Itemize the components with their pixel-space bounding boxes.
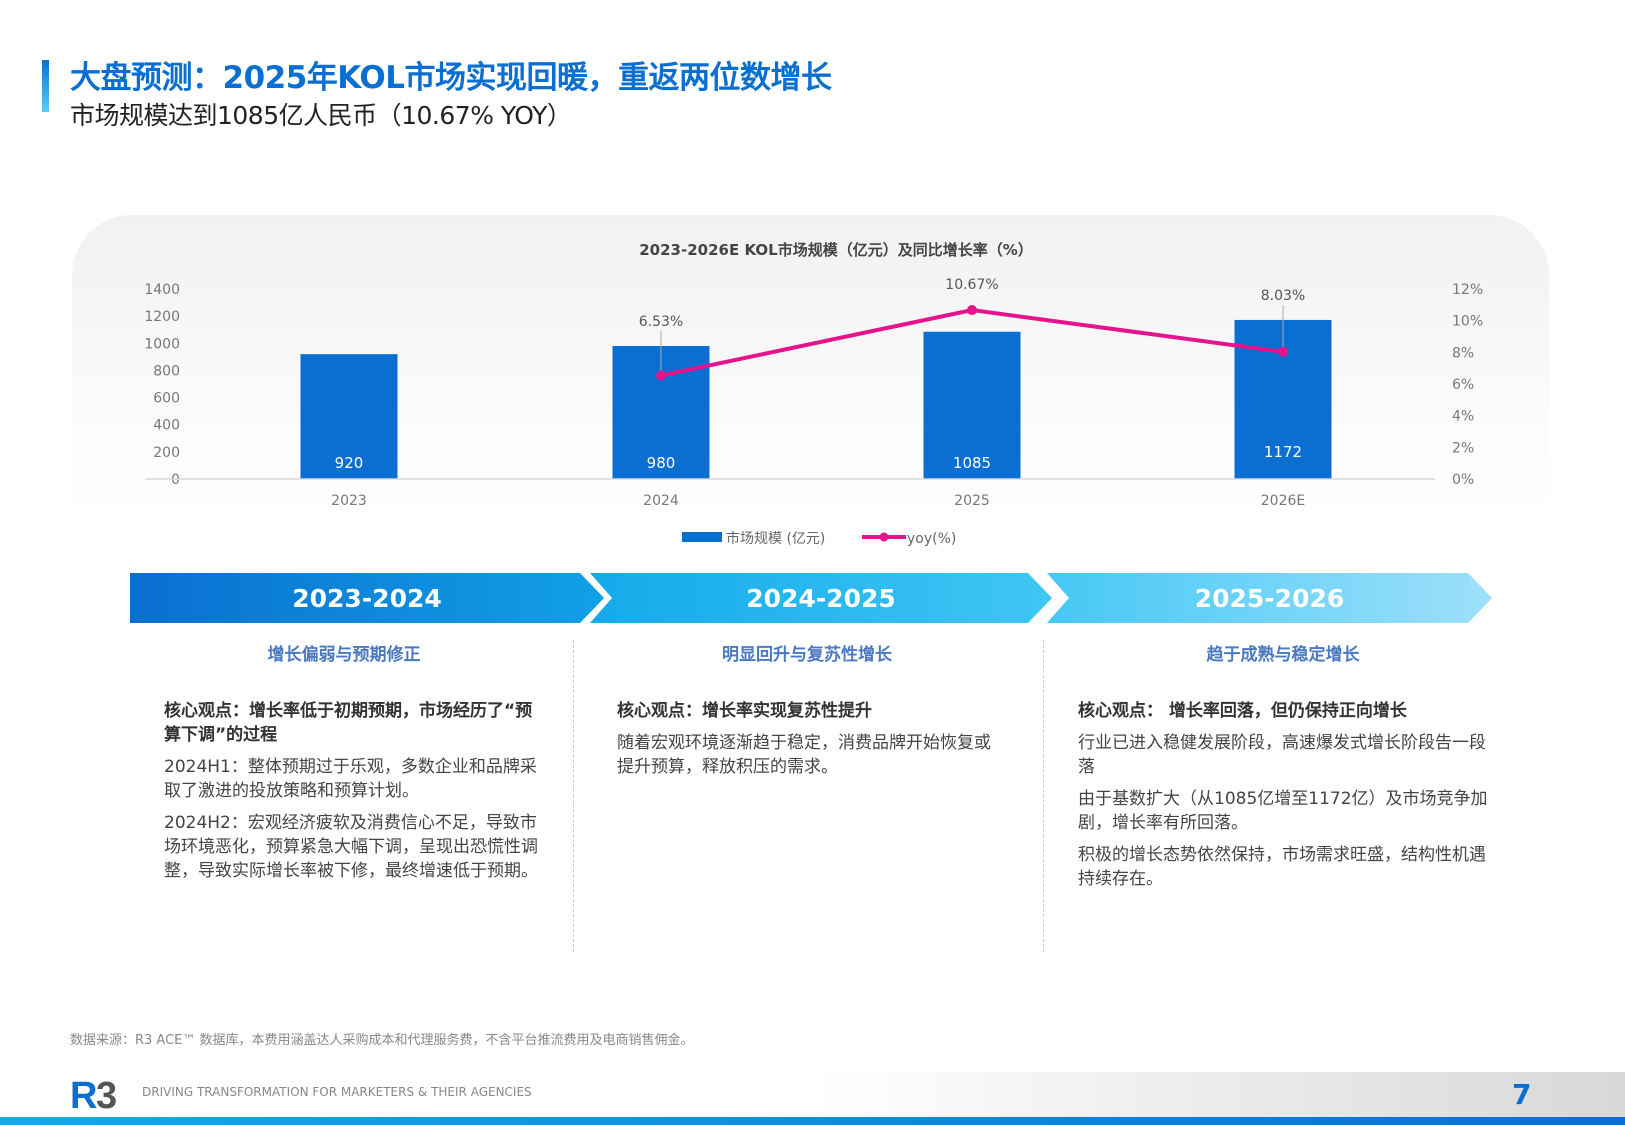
page-subtitle: 市场规模达到1085亿人民币（10.67% YOY） <box>70 101 572 130</box>
column-paragraph: 积极的增长态势依然保持，市场需求旺盛，结构性机遇持续存在。 <box>1078 845 1486 889</box>
yoy-point <box>1278 346 1288 357</box>
bar-2025 <box>923 331 1021 479</box>
timeline-column: 趋于成熟与稳定增长核心观点： 增长率回落，但仍保持正向增长行业已进入稳健发展阶段… <box>1078 640 1488 891</box>
timeline-arrow-2024-2025: 2024-2025 <box>590 573 1052 623</box>
yoy-label: 6.53% <box>639 314 683 330</box>
x-tick-label: 2026E <box>1261 493 1305 509</box>
bar-label: 1085 <box>953 454 991 472</box>
legend-line-label: yoy(%) <box>907 531 956 547</box>
column-paragraph: 行业已进入稳健发展阶段，高速爆发式增长阶段告一段落 <box>1078 733 1486 777</box>
y-right-tick: 12% <box>1452 282 1483 298</box>
y-right-tick: 6% <box>1452 377 1474 393</box>
svg-text:3: 3 <box>96 1076 117 1110</box>
yoy-label: 10.67% <box>945 277 998 293</box>
footer-band <box>0 1072 1625 1117</box>
yoy-label: 8.03% <box>1261 288 1305 304</box>
y-left-tick: 1000 <box>144 336 180 352</box>
core-view: 核心观点：增长率实现复苏性提升 <box>617 701 872 721</box>
y-right-tick: 4% <box>1452 409 1474 425</box>
column-paragraph: 随着宏观环境逐渐趋于稳定，消费品牌开始恢复或提升预算，释放积压的需求。 <box>617 733 991 777</box>
y-right-tick: 2% <box>1452 440 1474 456</box>
period-label: 2023-2024 <box>292 583 442 613</box>
title-accent-bar <box>42 60 49 112</box>
column-heading: 增长偏弱与预期修正 <box>267 645 421 665</box>
bar-2023 <box>300 354 398 479</box>
legend-bar-swatch <box>682 532 722 542</box>
core-view: 核心观点： 增长率回落，但仍保持正向增长 <box>1078 701 1407 721</box>
timeline-column: 明显回升与复苏性增长核心观点：增长率实现复苏性提升随着宏观环境逐渐趋于稳定，消费… <box>617 640 997 779</box>
yoy-point <box>967 305 977 316</box>
column-divider <box>573 640 574 952</box>
y-left-tick: 600 <box>153 391 180 407</box>
y-left-tick: 1400 <box>144 282 180 298</box>
y-left-tick: 0 <box>171 472 180 488</box>
x-tick-label: 2023 <box>331 493 367 509</box>
period-label: 2024-2025 <box>746 583 896 613</box>
timeline-column: 增长偏弱与预期修正核心观点：增长率低于初期预期，市场经历了“预算下调”的过程 20… <box>164 640 544 883</box>
r3-logo: R 3 <box>70 1076 117 1110</box>
column-paragraph: 2024H2：宏观经济疲软及消费信心不足，导致市场环境恶化，预算紧急大幅下调，呈… <box>164 813 538 881</box>
column-divider <box>1043 640 1044 952</box>
bar-label: 980 <box>647 454 676 472</box>
svg-text:R: R <box>70 1076 97 1110</box>
page-number: 7 <box>1512 1078 1532 1111</box>
y-left-tick: 200 <box>153 445 180 461</box>
period-label: 2025-2026 <box>1194 583 1345 613</box>
core-view: 核心观点：增长率低于初期预期，市场经历了“预算下调”的过程 <box>164 701 533 745</box>
chart-title: 2023-2026E KOL市场规模（亿元）及同比增长率（%） <box>639 241 1032 259</box>
data-source-note: 数据来源：R3 ACE™ 数据库，本费用涵盖达人采购成本和代理服务费，不含平台推… <box>70 1033 694 1048</box>
x-tick-label: 2024 <box>643 493 679 509</box>
y-left-tick: 800 <box>153 363 180 379</box>
footer-tagline: DRIVING TRANSFORMATION FOR MARKETERS & T… <box>142 1085 532 1099</box>
footer-bar <box>0 1117 1625 1125</box>
column-paragraph: 2024H1：整体预期过于乐观，多数企业和品牌采取了激进的投放策略和预算计划。 <box>164 757 537 801</box>
y-left-tick: 1200 <box>144 309 180 325</box>
column-heading: 明显回升与复苏性增长 <box>722 645 892 665</box>
column-paragraph: 由于基数扩大（从1085亿增至1172亿）及市场竞争加剧，增长率有所回落。 <box>1078 789 1488 833</box>
bar-label: 1172 <box>1264 443 1302 461</box>
chart: 2023-2026E KOL市场规模（亿元）及同比增长率（%） 0 200 400 6… <box>144 241 1483 547</box>
column-heading: 趋于成熟与稳定增长 <box>1206 645 1360 665</box>
y-left-tick: 400 <box>153 418 180 434</box>
timeline-arrow-2025-2026: 2025-2026 <box>1047 573 1492 623</box>
yoy-point <box>656 370 666 381</box>
x-tick-label: 2025 <box>954 493 990 509</box>
y-right-tick: 10% <box>1452 314 1483 330</box>
legend-bar-label: 市场规模 (亿元) <box>726 530 825 547</box>
timeline-arrow-2023-2024: 2023-2024 <box>130 573 604 623</box>
legend-line-marker <box>879 532 889 542</box>
y-right-tick: 8% <box>1452 345 1474 361</box>
bar-label: 920 <box>335 454 364 472</box>
page-title: 大盘预测：2025年KOL市场实现回暖，重返两位数增长 <box>70 60 832 96</box>
y-right-tick: 0% <box>1452 472 1474 488</box>
